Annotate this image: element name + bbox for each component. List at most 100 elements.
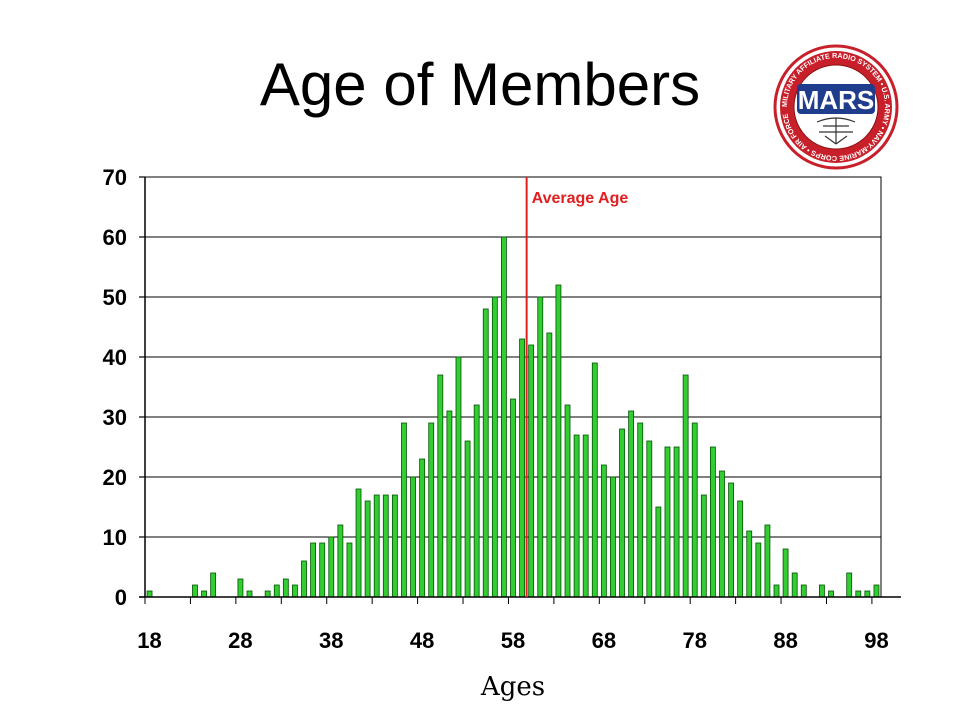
mars-logo: MILITARY AFFILIATE RADIO SYSTEM • U.S. A… [773,44,899,170]
bar [210,572,217,598]
bar [501,236,507,598]
bar [373,494,380,598]
bar [700,494,707,598]
bar [710,446,716,598]
x-tick-label: 58 [501,628,525,653]
logo-text: MARS [798,85,875,115]
bar [528,344,535,598]
y-tick-label: 0 [115,585,127,610]
bar [855,590,862,598]
y-tick-label: 30 [103,405,127,430]
bar [237,578,244,598]
bar [664,446,671,598]
bar [328,536,335,598]
x-tick-label: 38 [319,628,343,653]
bar [628,410,635,598]
bar [682,374,689,598]
average-age-label: Average Age [532,190,629,207]
bar [310,542,317,598]
x-tick-labels: 18 28 38 48 58 68 78 88 98 [137,628,888,653]
bar [655,506,662,598]
x-tick-label: 88 [773,628,797,653]
x-axis-title: Ages [480,672,545,702]
bar [864,590,871,598]
bar [619,428,625,598]
bar [428,422,435,598]
y-tick-label: 50 [103,285,127,310]
bar [591,362,598,598]
bar [273,584,280,598]
bar [691,422,698,598]
y-tick-label: 70 [103,165,127,190]
bar [473,404,480,598]
bar [192,584,198,598]
bar [355,488,362,598]
bar [819,584,825,598]
bar [746,530,753,598]
bar [846,572,853,598]
x-tick-label: 98 [864,628,888,653]
bar [782,548,789,598]
y-tick-label: 20 [103,465,127,490]
x-tick-label: 78 [682,628,706,653]
bar [791,572,798,598]
bar [201,590,207,598]
bar [519,338,525,598]
bar [755,542,762,598]
bar [401,422,407,598]
x-tick-label: 28 [228,628,252,653]
bar [719,470,725,598]
bar [419,458,426,598]
axes [139,176,901,604]
bar [391,494,398,598]
bar [773,584,780,598]
y-tick-labels: 0 10 20 30 40 50 60 70 [103,165,127,610]
bar [346,542,353,598]
antenna-icon [816,117,856,145]
bar [728,482,734,598]
slide-title: Age of Members [259,51,701,118]
bar [464,440,471,598]
average-age-annotation: Average Age [525,177,629,597]
bar [319,542,326,598]
bar [491,296,498,598]
bar [800,584,807,598]
bar [764,524,771,598]
bar [337,524,344,598]
bar [637,422,644,598]
bar [301,560,307,598]
bar [582,434,589,598]
bar [600,464,607,598]
bar [573,434,580,598]
bar [455,356,462,598]
y-tick-label: 40 [103,345,127,370]
bar [437,374,444,598]
bar [146,590,153,598]
bar [364,500,371,598]
x-tick-label: 48 [410,628,434,653]
bar [264,590,271,598]
bar [828,590,834,598]
bar [282,578,289,598]
bar [646,440,653,598]
bar [537,296,544,598]
y-tick-label: 10 [103,525,127,550]
bar [446,410,453,598]
bar [564,404,571,598]
bar [610,476,616,598]
bar [410,476,416,598]
bar [546,332,553,598]
bar [382,494,389,598]
bar [555,284,562,598]
bar [873,584,880,598]
bar [482,308,489,598]
bar [673,446,680,598]
bar [510,398,516,598]
x-tick-label: 18 [137,628,161,653]
y-tick-label: 60 [103,225,127,250]
x-tick-label: 68 [592,628,616,653]
bar [737,500,744,598]
bar [246,590,253,598]
